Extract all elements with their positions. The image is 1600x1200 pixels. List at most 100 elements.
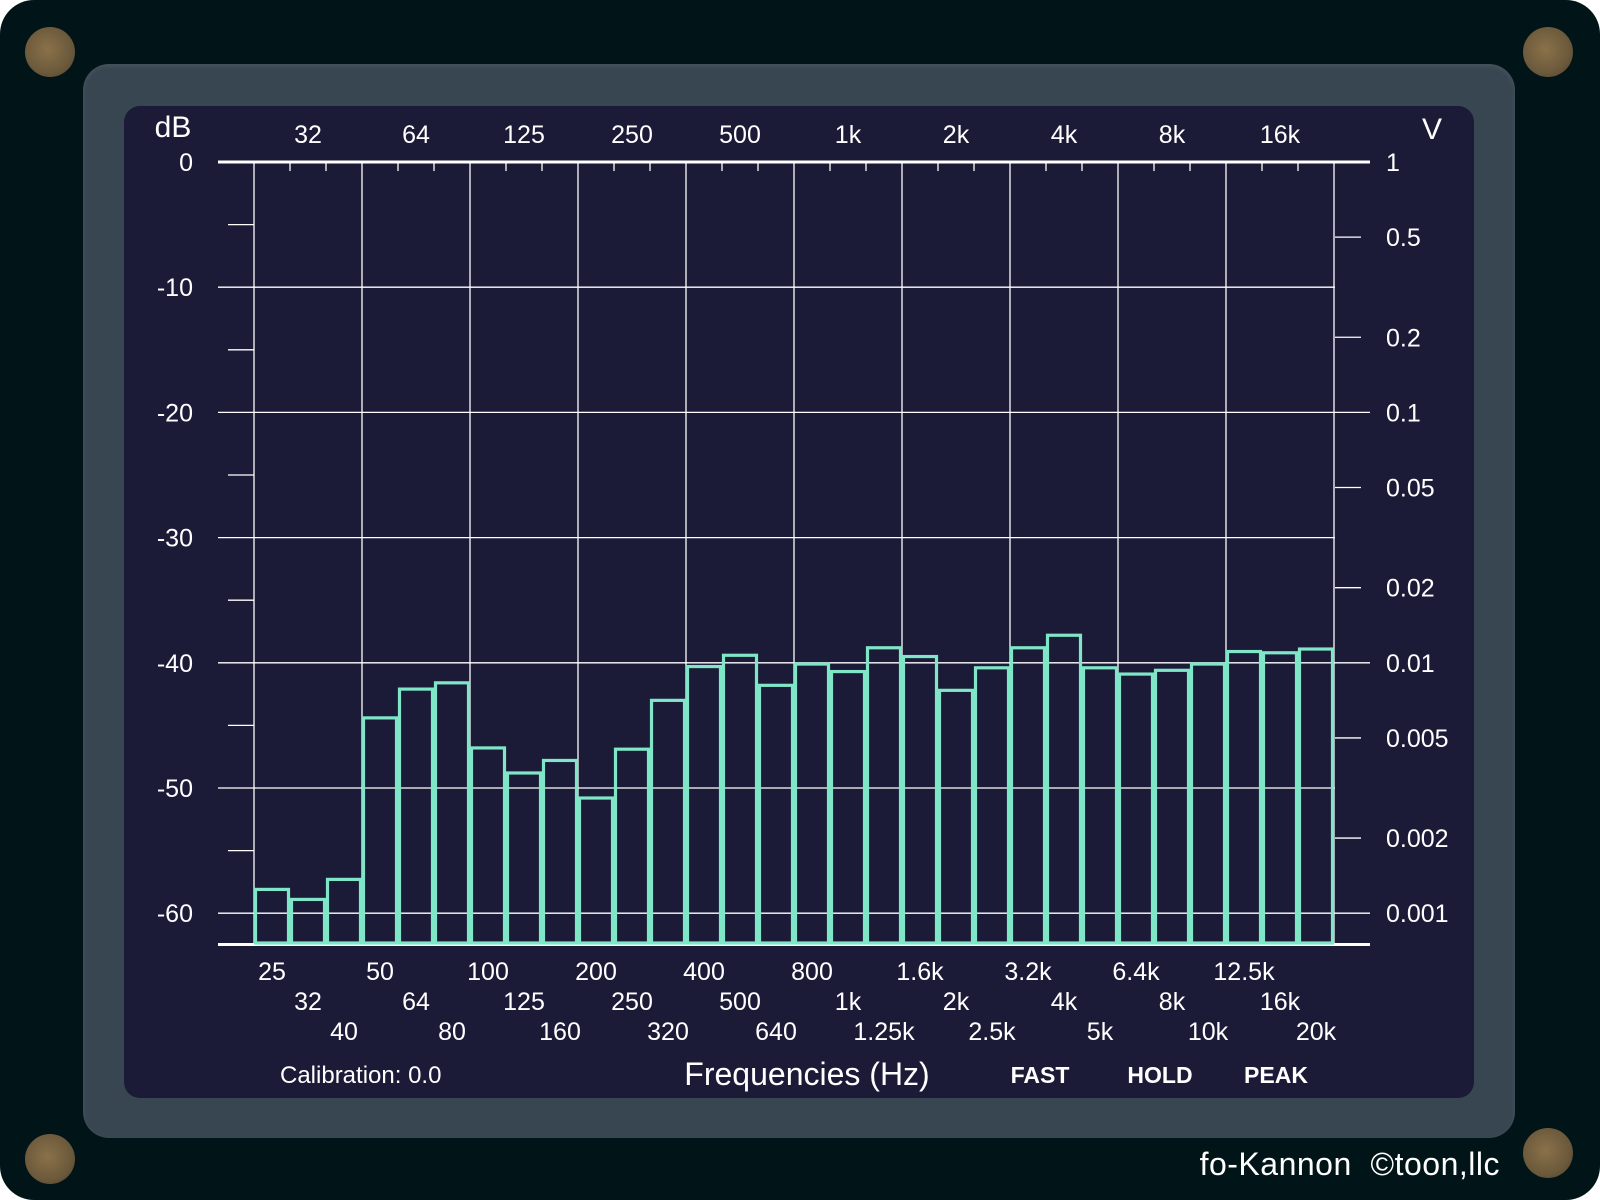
bottom-freq-label: 320 [647, 1018, 689, 1046]
spectrum-bar [1153, 668, 1191, 945]
bottom-freq-label: 4k [1051, 988, 1078, 1016]
top-freq-label: 8k [1159, 121, 1186, 149]
bottom-freq-label: 25 [258, 958, 286, 986]
bottom-freq-label: 500 [719, 988, 761, 1016]
spectrum-bar [721, 653, 759, 945]
right-tick-label: 0.2 [1386, 324, 1421, 352]
spectrum-bar [505, 771, 543, 945]
bottom-freq-label: 8k [1159, 988, 1186, 1016]
bottom-freq-label: 6.4k [1112, 958, 1160, 986]
bottom-freq-label: 5k [1087, 1018, 1114, 1046]
spectrum-bar [613, 747, 651, 945]
bottom-freq-label: 200 [575, 958, 617, 986]
spectrum-bar [469, 746, 507, 945]
bottom-freq-label: 160 [539, 1018, 581, 1046]
screw-top-right [1523, 27, 1573, 77]
bottom-freq-label: 1.25k [853, 1018, 915, 1046]
right-axis-unit: V [1422, 113, 1442, 146]
top-freq-label: 16k [1260, 121, 1301, 149]
bottom-freq-label: 400 [683, 958, 725, 986]
top-freq-label: 2k [943, 121, 970, 149]
screw-top-left [25, 27, 75, 77]
spectrum-bar [865, 646, 903, 945]
spectrum-bar [361, 716, 399, 945]
spectrum-bar [1009, 646, 1047, 945]
left-tick-label: -50 [157, 775, 193, 803]
right-tick-label: 0.002 [1386, 825, 1449, 853]
left-tick-label: -10 [157, 274, 193, 302]
spectrum-bar [1189, 662, 1227, 945]
top-freq-label: 64 [402, 121, 430, 149]
right-tick-label: 1 [1386, 149, 1400, 177]
axis-layer: 1 0.5 0.2 0.1 0.05 0.02 0.01 0.005 0.002 0.001 0 -1… [157, 121, 1449, 1046]
calibration-label[interactable]: Calibration: 0.0 [280, 1062, 441, 1089]
bottom-freq-label: 2k [943, 988, 970, 1016]
right-tick-label: 0.005 [1386, 725, 1449, 753]
bars-layer [253, 633, 1335, 945]
spectrum-bar [973, 666, 1011, 945]
left-tick-label: -40 [157, 650, 193, 678]
x-axis-title: Frequencies (Hz) [684, 1056, 929, 1092]
right-tick-label: 0.5 [1386, 224, 1421, 252]
right-tick-label: 0.05 [1386, 475, 1435, 503]
spectrum-bar [829, 669, 867, 945]
bottom-freq-label: 3.2k [1004, 958, 1052, 986]
bottom-freq-label: 1.6k [896, 958, 944, 986]
right-tick-label: 0.1 [1386, 399, 1421, 427]
bottom-freq-label: 2.5k [968, 1018, 1016, 1046]
bottom-freq-label: 20k [1296, 1018, 1337, 1046]
brand-label: fo-Kannon ©toon,llc [1199, 1146, 1500, 1182]
left-tick-label: -60 [157, 900, 193, 928]
fast-button[interactable]: FAST [1011, 1062, 1070, 1088]
top-freq-label: 1k [835, 121, 862, 149]
bottom-freq-label: 50 [366, 958, 394, 986]
spectrum-bar [541, 758, 579, 945]
top-freq-label: 4k [1051, 121, 1078, 149]
top-freq-label: 250 [611, 121, 653, 149]
spectrum-bar [937, 688, 975, 945]
top-freq-label: 500 [719, 121, 761, 149]
spectrum-bar [1045, 633, 1083, 945]
spectrum-bar [901, 654, 939, 945]
bottom-freq-label: 80 [438, 1018, 466, 1046]
spectrum-bar [1081, 666, 1119, 945]
right-tick-label: 0.001 [1386, 900, 1449, 928]
bottom-freq-label: 40 [330, 1018, 358, 1046]
spectrum-bar [325, 877, 363, 945]
hold-button[interactable]: HOLD [1127, 1062, 1192, 1088]
screw-bottom-left [25, 1134, 75, 1184]
bottom-freq-label: 640 [755, 1018, 797, 1046]
spectrum-bar [289, 897, 327, 945]
spectrum-bar [1297, 647, 1335, 945]
spectrum-bar [685, 664, 723, 945]
bottom-freq-label: 125 [503, 988, 545, 1016]
bottom-freq-label: 250 [611, 988, 653, 1016]
spectrum-bar [577, 796, 615, 945]
spectrum-bar [253, 887, 291, 945]
bottom-freq-label: 10k [1188, 1018, 1229, 1046]
bottom-freq-label: 16k [1260, 988, 1301, 1016]
left-axis-unit: dB [155, 111, 192, 144]
left-tick-label: -30 [157, 525, 193, 553]
screw-bottom-right [1523, 1128, 1573, 1178]
bottom-freq-label: 800 [791, 958, 833, 986]
bottom-freq-label: 100 [467, 958, 509, 986]
bottom-freq-label: 1k [835, 988, 862, 1016]
top-freq-label: 125 [503, 121, 545, 149]
right-tick-label: 0.01 [1386, 650, 1435, 678]
right-tick-label: 0.02 [1386, 575, 1435, 603]
left-tick-label: 0 [179, 149, 193, 177]
spectrum-bar [433, 681, 471, 945]
spectrum-bar [649, 698, 687, 945]
spectrum-bar [793, 662, 831, 945]
display-screen [124, 106, 1474, 1098]
bottom-freq-label: 32 [294, 988, 322, 1016]
left-tick-label: -20 [157, 399, 193, 427]
bottom-freq-label: 12.5k [1213, 958, 1275, 986]
top-freq-label: 32 [294, 121, 322, 149]
spectrum-bar [1225, 649, 1263, 945]
peak-button[interactable]: PEAK [1244, 1062, 1308, 1088]
spectrum-bar [1117, 672, 1155, 945]
